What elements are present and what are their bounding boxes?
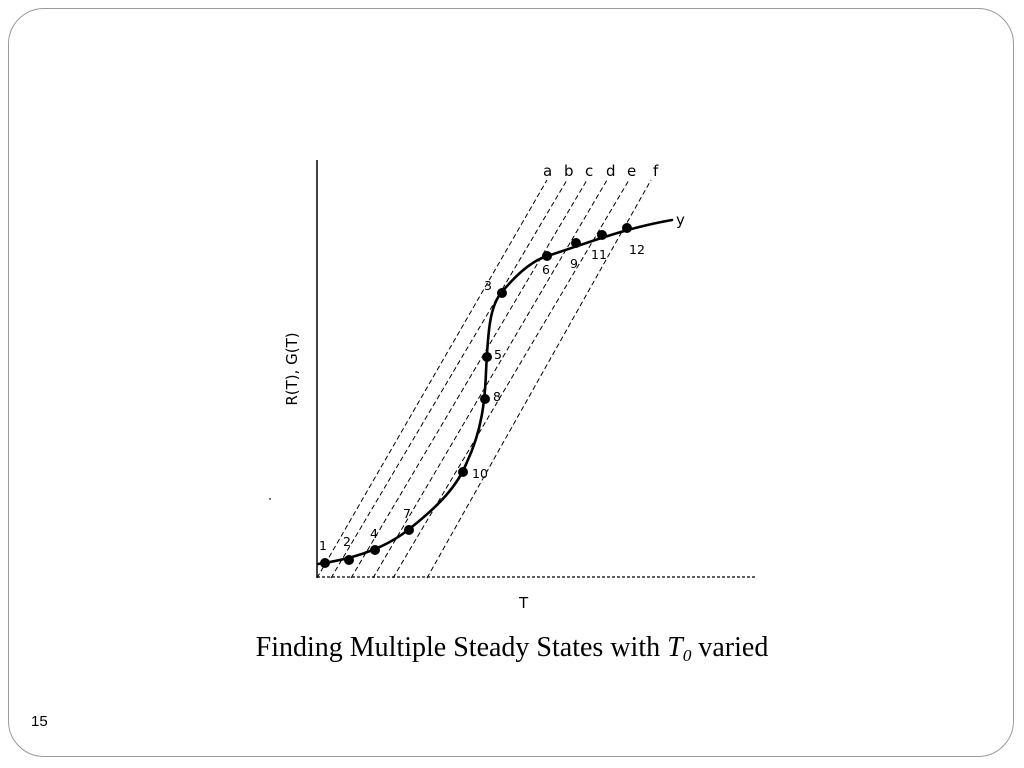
page-number: 15 [31, 713, 48, 730]
caption-variable: T [667, 632, 683, 663]
steady-state-point-12 [622, 223, 632, 233]
point-label-4: 4 [370, 526, 378, 541]
steady-state-point-1 [320, 558, 330, 568]
caption-prefix: Finding Multiple Steady States with [255, 632, 668, 663]
point-label-2: 2 [343, 534, 351, 549]
y-axis-label: R(T), G(T) [283, 332, 301, 405]
point-label-6: 6 [542, 262, 550, 277]
line-label-b: b [564, 162, 574, 180]
line-label-c: c [585, 162, 593, 180]
removal-line-e [392, 179, 630, 579]
steady-state-point-4 [370, 545, 380, 555]
removal-line-b [330, 179, 568, 579]
point-label-1: 1 [319, 538, 327, 553]
x-axis-label: T [518, 594, 529, 612]
steady-state-point-8 [480, 394, 490, 404]
point-label-7: 7 [403, 506, 411, 521]
point-label-12: 12 [629, 242, 645, 257]
point-label-9: 9 [570, 256, 578, 271]
removal-line-c [350, 179, 588, 579]
stray-dot [269, 498, 271, 500]
point-label-11: 11 [591, 247, 607, 262]
steady-state-point-2 [344, 555, 354, 565]
point-label-3: 3 [484, 278, 492, 293]
steady-state-point-10 [458, 467, 468, 477]
slide-frame [8, 8, 1014, 757]
point-label-8: 8 [493, 389, 501, 404]
removal-lines [316, 179, 652, 579]
point-label-5: 5 [494, 347, 502, 362]
steady-state-point-11 [597, 230, 607, 240]
steady-state-point-9 [571, 238, 581, 248]
removal-line-f [426, 179, 652, 579]
steady-state-point-7 [404, 525, 414, 535]
steady-state-point-6 [542, 251, 552, 261]
removal-line-d [372, 179, 608, 579]
caption-subscript: 0 [682, 646, 692, 666]
removal-line-a [316, 179, 548, 579]
steady-state-points [320, 223, 632, 568]
steady-state-point-5 [482, 352, 492, 362]
slide-caption: Finding Multiple Steady States with T0 v… [0, 632, 1024, 666]
steady-state-point-3 [497, 288, 507, 298]
line-label-a: a [543, 162, 552, 180]
point-label-10: 10 [472, 466, 488, 481]
caption-suffix: varied [691, 632, 769, 663]
line-label-e: e [627, 162, 636, 180]
line-label-d: d [606, 162, 616, 180]
line-label-f: f [653, 162, 659, 180]
curve-label: y [676, 211, 685, 229]
